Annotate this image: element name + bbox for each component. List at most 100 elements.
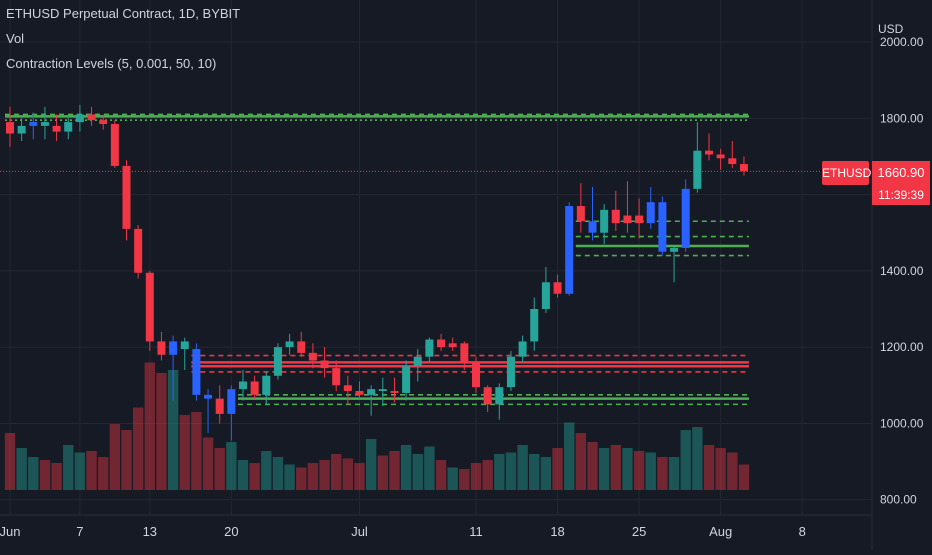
volume-bar [598,448,610,490]
volume-bar [284,464,295,490]
candle-body [670,247,679,252]
volume-bar [342,458,354,490]
candle-body [413,356,422,367]
volume-bar [226,442,237,490]
candle-body [367,389,376,395]
volume-bar [16,448,27,490]
candle-body [17,125,26,134]
volume-bar [261,451,272,490]
last-price-badge: 1660.90 [872,161,930,185]
volume-bar [552,448,563,490]
time-tick-label: 18 [550,524,564,539]
candle-body [705,150,713,155]
price-tick-label: 1000.00 [880,416,924,430]
candle-body [378,389,387,392]
contraction-indicator-label[interactable]: Contraction Levels (5, 0.001, 50, 10) [6,56,217,71]
volume-bar [249,463,260,490]
price-tick-label: 1800.00 [880,111,924,125]
volume-bar [74,452,86,490]
volume-bar [331,454,342,490]
volume-bar [435,460,447,490]
candle-body [623,215,632,224]
volume-bar [517,445,528,490]
candle-body [355,391,364,395]
currency-label: USD [878,22,904,36]
candle-body [250,381,259,395]
volume-bar [703,445,715,490]
candle-body [658,202,667,252]
volume-bar [668,457,680,490]
candle-body [611,209,620,224]
volume-bar [494,454,505,490]
candle-body [75,114,84,123]
volume-bar [202,437,214,490]
candle-body [472,362,480,388]
volume-bar [738,464,750,490]
volume-bar [354,463,365,490]
candle-body [541,282,550,309]
volume-bar [505,452,517,490]
volume-bar [645,452,656,490]
price-tick-label: 800.00 [880,493,917,507]
time-tick-label: 20 [224,524,238,539]
volume-bar [400,445,412,490]
volume-bar [63,445,74,490]
volume-bar [633,451,645,490]
volume-bar [28,457,39,490]
volume-bar [424,446,435,490]
volume-bar [237,460,249,490]
candle-body [204,394,213,399]
candle-body [693,150,702,189]
volume-bar [377,455,388,490]
candle-body [320,360,329,369]
candle-body [390,391,399,393]
volume-bar [319,460,330,490]
candle-body [681,188,690,248]
volume-bar [529,454,540,490]
candle-body [646,202,655,224]
volume-bar [144,362,155,490]
candle-body [99,120,108,124]
candle-body [425,339,434,357]
candle-body [343,385,352,392]
volume-bar [86,451,97,490]
candle-body [716,154,725,159]
volume-bar [389,451,400,490]
candle-body [565,206,574,294]
volume-bar [622,448,633,490]
candle-body [600,209,609,233]
volume-bar [657,457,668,490]
volume-bar [564,422,575,490]
candle-body [52,125,61,132]
volume-bar [412,454,423,490]
candle-body [518,341,527,357]
candle-body [530,309,539,342]
volume-bar [51,463,62,490]
candle-body [728,158,737,165]
candle-body [332,368,341,386]
volume-bar [179,415,190,490]
volume-bar [109,424,121,490]
time-tick-label: Jun [0,524,20,539]
candle-body [239,381,247,390]
volume-indicator-label[interactable]: Vol [6,31,25,46]
candle-body [576,206,585,222]
candle-body [6,122,14,134]
chart-title: ETHUSD Perpetual Contract, 1D, BYBIT [6,6,241,21]
volume-bar [307,463,319,490]
volume-bar [470,463,482,490]
price-axis: USD2000.001800.001600.001400.001200.0010… [878,22,924,507]
volume-bar [575,433,587,490]
candle-body [448,343,457,348]
volume-bar [482,460,493,490]
volume-bar [365,439,377,490]
candle-body [262,375,271,395]
time-tick-label: Jul [351,524,368,539]
candle-body [495,387,504,405]
volume-bars [4,362,750,490]
volume-bar [692,427,703,490]
candle-body [739,164,748,172]
volume-bar [715,448,726,490]
